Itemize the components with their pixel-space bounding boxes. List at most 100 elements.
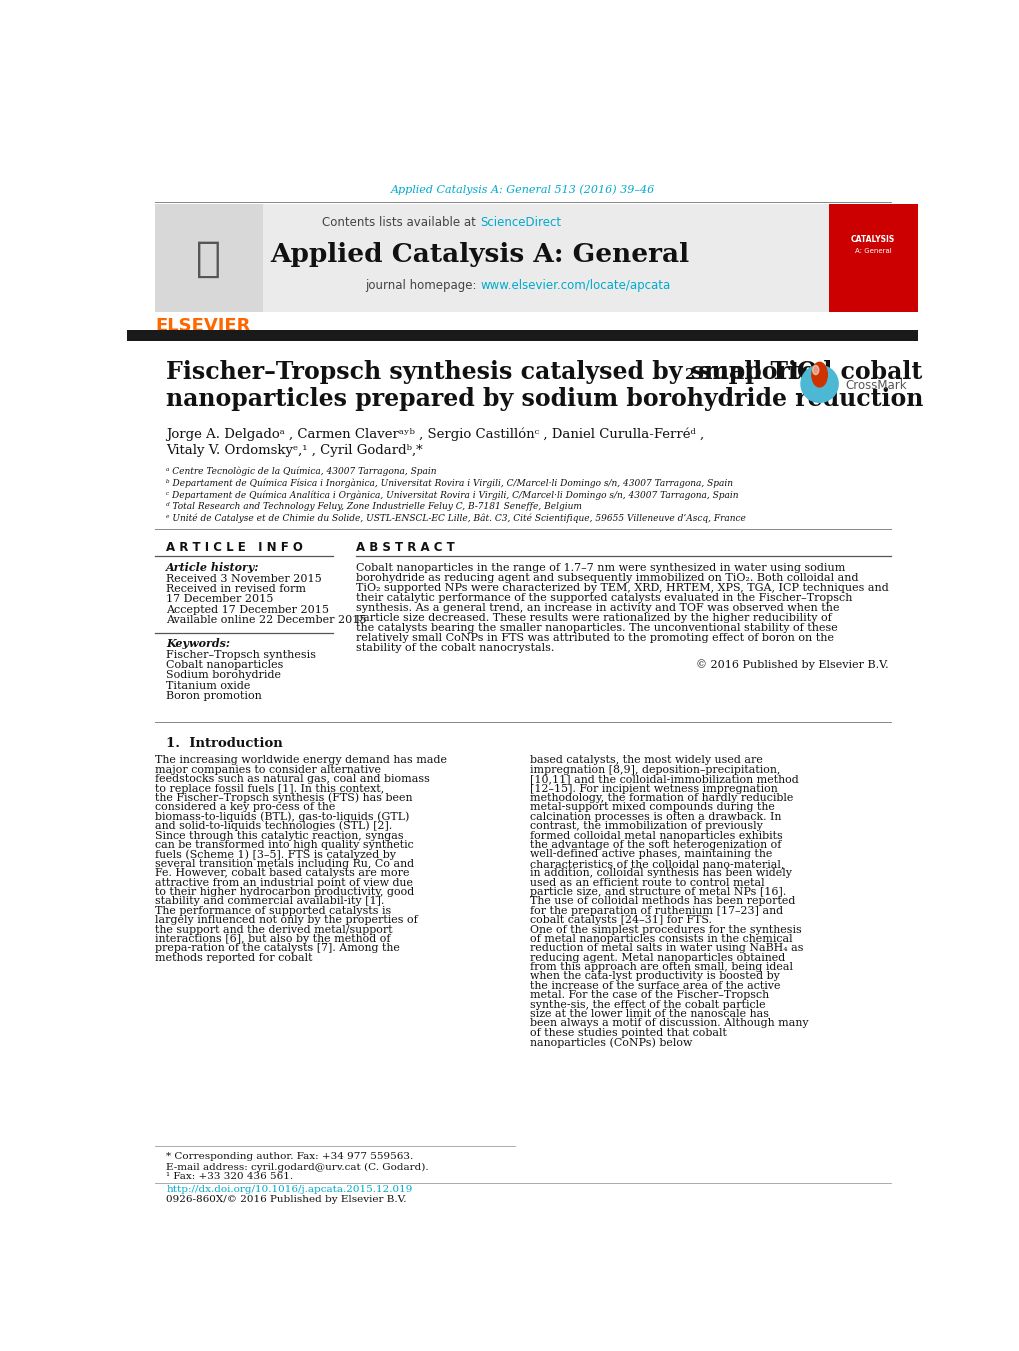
Text: The use of colloidal methods has been reported: The use of colloidal methods has been re… [530, 896, 795, 907]
Text: Cobalt nanoparticles: Cobalt nanoparticles [166, 659, 283, 670]
Text: ᵇ Departament de Química Física i Inorgànica, Universitat Rovira i Virgili, C/Ma: ᵇ Departament de Química Física i Inorgà… [166, 478, 733, 488]
Text: considered a key pro-cess of the: considered a key pro-cess of the [155, 802, 334, 812]
Text: Since through this catalytic reaction, syngas: Since through this catalytic reaction, s… [155, 831, 403, 840]
Text: nanoparticles (CoNPs) below: nanoparticles (CoNPs) below [530, 1038, 692, 1047]
Text: from this approach are often small, being ideal: from this approach are often small, bein… [530, 962, 793, 973]
Text: formed colloidal metal nanoparticles exhibits: formed colloidal metal nanoparticles exh… [530, 831, 783, 840]
Text: Cobalt nanoparticles in the range of 1.7–7 nm were synthesized in water using so: Cobalt nanoparticles in the range of 1.7… [356, 563, 845, 573]
Text: Fe. However, cobalt based catalysts are more: Fe. However, cobalt based catalysts are … [155, 869, 409, 878]
Text: http://dx.doi.org/10.1016/j.apcata.2015.12.019: http://dx.doi.org/10.1016/j.apcata.2015.… [166, 1185, 413, 1194]
Text: based catalysts, the most widely used are: based catalysts, the most widely used ar… [530, 755, 762, 766]
Text: in addition, colloidal synthesis has been widely: in addition, colloidal synthesis has bee… [530, 869, 792, 878]
Text: the catalysts bearing the smaller nanoparticles. The unconventional stability of: the catalysts bearing the smaller nanopa… [356, 623, 837, 634]
Text: and solid-to-liquids technologies (STL) [2].: and solid-to-liquids technologies (STL) … [155, 821, 391, 831]
Text: Applied Catalysis A: General: Applied Catalysis A: General [270, 242, 689, 267]
Text: Received in revised form: Received in revised form [166, 584, 306, 594]
Text: supported cobalt: supported cobalt [690, 359, 921, 384]
FancyBboxPatch shape [127, 330, 917, 340]
Text: ᵉ Unité de Catalyse et de Chimie du Solide, USTL-ENSCL-EC Lille, Bât. C3, Cité S: ᵉ Unité de Catalyse et de Chimie du Soli… [166, 513, 745, 523]
Text: © 2016 Published by Elsevier B.V.: © 2016 Published by Elsevier B.V. [695, 659, 888, 670]
Text: metal. For the case of the Fischer–Tropsch: metal. For the case of the Fischer–Trops… [530, 990, 769, 1000]
Text: 0926-860X/© 2016 Published by Elsevier B.V.: 0926-860X/© 2016 Published by Elsevier B… [166, 1194, 407, 1204]
Text: reducing agent. Metal nanoparticles obtained: reducing agent. Metal nanoparticles obta… [530, 952, 785, 963]
Text: been always a motif of discussion. Although many: been always a motif of discussion. Altho… [530, 1019, 808, 1028]
Ellipse shape [812, 365, 818, 374]
Circle shape [800, 365, 838, 403]
Text: [12–15]. For incipient wetness impregnation: [12–15]. For incipient wetness impregnat… [530, 784, 777, 793]
Text: Sodium borohydride: Sodium borohydride [166, 670, 281, 681]
Text: size at the lower limit of the nanoscale has: size at the lower limit of the nanoscale… [530, 1009, 768, 1019]
Text: to their higher hydrocarbon productivity, good: to their higher hydrocarbon productivity… [155, 886, 414, 897]
Text: several transition metals including Ru, Co and: several transition metals including Ru, … [155, 859, 414, 869]
Text: when the cata-lyst productivity is boosted by: when the cata-lyst productivity is boost… [530, 971, 780, 981]
Text: to replace fossil fuels [1]. In this context,: to replace fossil fuels [1]. In this con… [155, 784, 383, 793]
Text: Jorge A. Delgadoᵃ , Carmen Claverᵃʸᵇ , Sergio Castillónᶜ , Daniel Curulla-Ferréᵈ: Jorge A. Delgadoᵃ , Carmen Claverᵃʸᵇ , S… [166, 427, 704, 440]
Text: The performance of supported catalysts is: The performance of supported catalysts i… [155, 905, 390, 916]
Text: TiO₂ supported NPs were characterized by TEM, XRD, HRTEM, XPS, TGA, ICP techniqu: TiO₂ supported NPs were characterized by… [356, 582, 888, 593]
Text: CrossMark: CrossMark [845, 378, 906, 392]
Text: contrast, the immobilization of previously: contrast, the immobilization of previous… [530, 821, 762, 831]
Text: A B S T R A C T: A B S T R A C T [356, 540, 454, 554]
Text: feedstocks such as natural gas, coal and biomass: feedstocks such as natural gas, coal and… [155, 774, 429, 784]
Text: ᵈ Total Research and Technology Feluy, Zone Industrielle Feluy C, B-7181 Seneffe: ᵈ Total Research and Technology Feluy, Z… [166, 501, 582, 511]
Text: Available online 22 December 2015: Available online 22 December 2015 [166, 615, 367, 626]
Text: ScienceDirect: ScienceDirect [480, 216, 560, 228]
FancyBboxPatch shape [828, 204, 917, 312]
Text: borohydride as reducing agent and subsequently immobilized on TiO₂. Both colloid: borohydride as reducing agent and subseq… [356, 573, 858, 582]
Text: ᶜ Departament de Química Analítica i Orgànica, Universitat Rovira i Virgili, C/M: ᶜ Departament de Química Analítica i Org… [166, 490, 738, 500]
Text: Article history:: Article history: [166, 562, 260, 573]
Text: E-mail address: cyril.godard@urv.cat (C. Godard).: E-mail address: cyril.godard@urv.cat (C.… [166, 1162, 428, 1171]
Text: [10,11] and the colloidal-immobilization method: [10,11] and the colloidal-immobilization… [530, 774, 799, 784]
Text: metal-support mixed compounds during the: metal-support mixed compounds during the [530, 802, 774, 812]
Text: their catalytic performance of the supported catalysts evaluated in the Fischer–: their catalytic performance of the suppo… [356, 593, 852, 603]
Text: journal homepage:: journal homepage: [365, 278, 480, 292]
Text: Vitaly V. Ordomskyᵉ,¹ , Cyril Godardᵇ,*: Vitaly V. Ordomskyᵉ,¹ , Cyril Godardᵇ,* [166, 444, 423, 458]
Text: Boron promotion: Boron promotion [166, 692, 262, 701]
Text: stability and commercial availabil-ity [1].: stability and commercial availabil-ity [… [155, 896, 383, 907]
Text: Accepted 17 December 2015: Accepted 17 December 2015 [166, 605, 329, 615]
Text: largely influenced not only by the properties of: largely influenced not only by the prope… [155, 915, 417, 925]
Text: * Corresponding author. Fax: +34 977 559563.: * Corresponding author. Fax: +34 977 559… [166, 1152, 413, 1162]
Text: synthe-sis, the effect of the cobalt particle: synthe-sis, the effect of the cobalt par… [530, 1000, 765, 1009]
Text: stability of the cobalt nanocrystals.: stability of the cobalt nanocrystals. [356, 643, 554, 653]
Text: Fischer–Tropsch synthesis catalysed by small TiO: Fischer–Tropsch synthesis catalysed by s… [166, 359, 817, 384]
Text: for the preparation of ruthenium [17–23] and: for the preparation of ruthenium [17–23]… [530, 905, 783, 916]
Text: Fischer–Tropsch synthesis: Fischer–Tropsch synthesis [166, 650, 316, 659]
Text: attractive from an industrial point of view due: attractive from an industrial point of v… [155, 878, 413, 888]
Text: 1.  Introduction: 1. Introduction [166, 736, 282, 750]
Text: CATALYSIS: CATALYSIS [850, 235, 895, 243]
Text: reduction of metal salts in water using NaBH₄ as: reduction of metal salts in water using … [530, 943, 803, 954]
Text: the increase of the surface area of the active: the increase of the surface area of the … [530, 981, 781, 990]
Text: www.elsevier.com/locate/apcata: www.elsevier.com/locate/apcata [480, 278, 669, 292]
Text: The increasing worldwide energy demand has made: The increasing worldwide energy demand h… [155, 755, 446, 766]
Ellipse shape [811, 362, 826, 386]
Text: of these studies pointed that cobalt: of these studies pointed that cobalt [530, 1028, 727, 1038]
Text: A R T I C L E   I N F O: A R T I C L E I N F O [166, 540, 303, 554]
Text: major companies to consider alternative: major companies to consider alternative [155, 765, 380, 775]
Text: particle size, and structure of metal NPs [16].: particle size, and structure of metal NP… [530, 886, 786, 897]
Text: the Fischer–Tropsch synthesis (FTS) has been: the Fischer–Tropsch synthesis (FTS) has … [155, 793, 412, 804]
Text: cobalt catalysts [24–31] for FTS.: cobalt catalysts [24–31] for FTS. [530, 915, 711, 925]
Text: nanoparticles prepared by sodium borohydride reduction: nanoparticles prepared by sodium borohyd… [166, 388, 923, 411]
Text: methods reported for cobalt: methods reported for cobalt [155, 952, 312, 963]
Text: calcination processes is often a drawback. In: calcination processes is often a drawbac… [530, 812, 782, 821]
Text: the support and the derived metal/support: the support and the derived metal/suppor… [155, 924, 392, 935]
Text: prepa-ration of the catalysts [7]. Among the: prepa-ration of the catalysts [7]. Among… [155, 943, 399, 954]
Text: Contents lists available at: Contents lists available at [322, 216, 480, 228]
Text: ¹ Fax: +33 320 436 561.: ¹ Fax: +33 320 436 561. [166, 1173, 293, 1182]
Text: characteristics of the colloidal nano-material,: characteristics of the colloidal nano-ma… [530, 859, 784, 869]
Text: used as an efficient route to control metal: used as an efficient route to control me… [530, 878, 764, 888]
Text: Applied Catalysis A: General 513 (2016) 39–46: Applied Catalysis A: General 513 (2016) … [390, 185, 654, 195]
Text: can be transformed into high quality synthetic: can be transformed into high quality syn… [155, 840, 413, 850]
Text: methodology, the formation of hardly reducible: methodology, the formation of hardly red… [530, 793, 793, 802]
Text: One of the simplest procedures for the synthesis: One of the simplest procedures for the s… [530, 924, 802, 935]
Text: 17 December 2015: 17 December 2015 [166, 594, 273, 604]
Text: interactions [6], but also by the method of: interactions [6], but also by the method… [155, 934, 389, 944]
Text: the advantage of the soft heterogenization of: the advantage of the soft heterogenizati… [530, 840, 782, 850]
Text: particle size decreased. These results were rationalized by the higher reducibil: particle size decreased. These results w… [356, 613, 832, 623]
FancyBboxPatch shape [155, 204, 263, 312]
Text: biomass-to-liquids (BTL), gas-to-liquids (GTL): biomass-to-liquids (BTL), gas-to-liquids… [155, 812, 409, 821]
Text: ELSEVIER: ELSEVIER [156, 317, 251, 335]
Text: ᵃ Centre Tecnològic de la Química, 43007 Tarragona, Spain: ᵃ Centre Tecnològic de la Química, 43007… [166, 467, 436, 477]
Text: A: General: A: General [854, 247, 891, 254]
